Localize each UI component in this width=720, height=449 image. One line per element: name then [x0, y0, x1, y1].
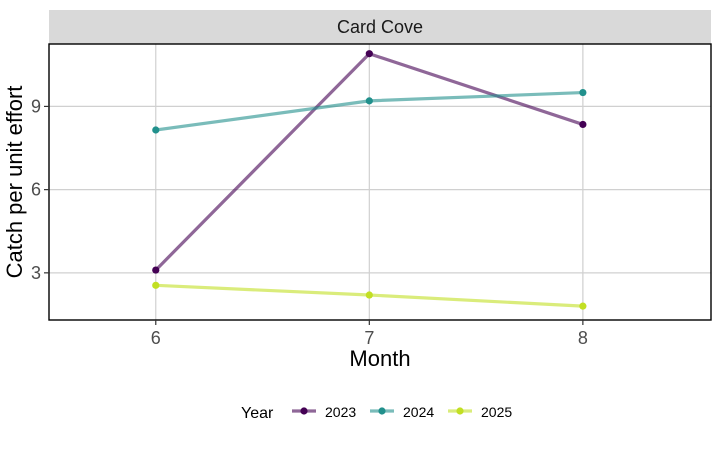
y-tick-label: 3	[31, 263, 41, 283]
y-axis-title: Catch per unit effort	[2, 86, 27, 279]
data-point-2024	[579, 88, 587, 97]
facet-title: Card Cove	[337, 17, 423, 37]
plot-panel	[49, 44, 711, 320]
gridlines	[49, 44, 711, 320]
series-2025	[152, 281, 587, 310]
y-tick-label: 9	[31, 96, 41, 116]
legend-label: 2023	[325, 404, 356, 420]
x-tick-label: 6	[151, 328, 161, 348]
legend-label: 2025	[481, 404, 512, 420]
data-point-2023	[152, 266, 160, 274]
legend-items: 2023 2024 2025	[292, 404, 512, 420]
legend-item-2025: 2025	[448, 404, 512, 420]
plot-border	[48, 43, 712, 321]
legend-label: 2024	[403, 404, 434, 420]
data-point-2025	[365, 291, 373, 299]
legend-key-point	[300, 407, 308, 415]
data-point-2023	[579, 120, 587, 129]
y-axis-ticks: 3 6 9	[31, 96, 49, 283]
legend-key-point	[456, 407, 464, 415]
data-point-2025	[152, 281, 160, 289]
data-point-2024	[152, 126, 160, 134]
legend-item-2024: 2024	[370, 404, 434, 420]
data-point-2024	[365, 97, 373, 105]
legend: Year 2023 2024 2025	[241, 404, 512, 422]
series-2024	[152, 88, 587, 134]
data-point-2023	[365, 50, 373, 58]
data-point-2025	[579, 302, 587, 310]
series-lines	[152, 50, 587, 310]
legend-title: Year	[241, 405, 274, 422]
legend-item-2023: 2023	[292, 404, 356, 420]
x-axis-title: Month	[349, 346, 410, 371]
x-tick-label: 8	[578, 328, 588, 348]
x-axis-ticks: 6 7 8	[151, 320, 588, 348]
legend-key-point	[378, 407, 386, 415]
x-tick-label: 7	[364, 328, 374, 348]
y-tick-label: 6	[31, 180, 41, 200]
series-2023	[152, 50, 587, 274]
facet-strip	[49, 10, 711, 44]
